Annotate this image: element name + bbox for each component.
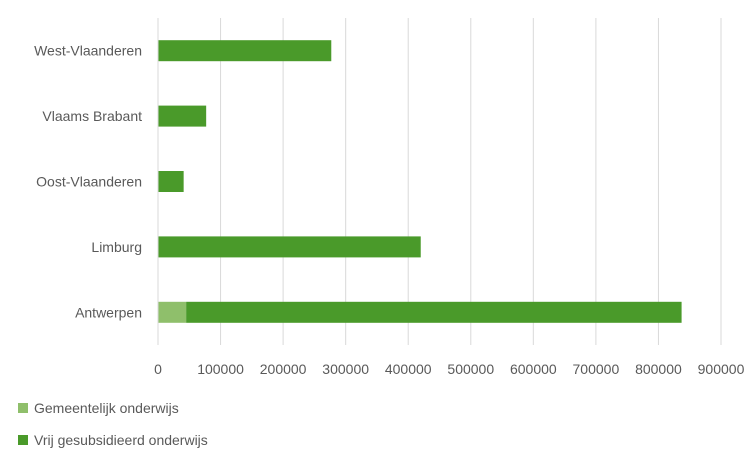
legend-label: Gemeentelijk onderwijs <box>34 400 179 416</box>
legend-swatch <box>18 403 28 413</box>
legend-label: Vrij gesubsidieerd onderwijs <box>34 432 208 448</box>
category-label: Vlaams Brabant <box>42 108 142 124</box>
category-label: Antwerpen <box>75 304 142 320</box>
bar <box>158 171 184 192</box>
x-tick-label: 700000 <box>573 361 620 377</box>
legend-item-gemeentelijk: Gemeentelijk onderwijs <box>18 400 179 416</box>
bars <box>158 40 682 323</box>
x-tick-label: 800000 <box>635 361 682 377</box>
category-label: Oost-Vlaanderen <box>36 174 142 190</box>
x-tick-label: 100000 <box>197 361 244 377</box>
x-tick-label: 600000 <box>510 361 557 377</box>
x-tick-labels: 0 100000 200000 300000 400000 500000 600000 700… <box>154 361 744 377</box>
x-tick-label: 300000 <box>322 361 369 377</box>
bar <box>158 40 332 62</box>
category-label: Limburg <box>91 239 142 255</box>
legend-swatch <box>18 435 28 445</box>
category-label: West-Vlaanderen <box>34 43 142 59</box>
x-tick-label: 400000 <box>385 361 432 377</box>
x-tick-label: 900000 <box>698 361 745 377</box>
x-tick-label: 0 <box>154 361 162 377</box>
bar <box>158 301 187 323</box>
category-labels: West-Vlaanderen Vlaams Brabant Oost-Vlaand… <box>34 43 142 321</box>
x-tick-label: 500000 <box>447 361 494 377</box>
bar <box>158 105 207 127</box>
x-tick-label: 200000 <box>260 361 307 377</box>
gridlines <box>220 18 722 345</box>
bar <box>186 301 682 323</box>
legend-item-vrij-gesubsidieerd: Vrij gesubsidieerd onderwijs <box>18 432 208 448</box>
bar <box>158 236 421 258</box>
